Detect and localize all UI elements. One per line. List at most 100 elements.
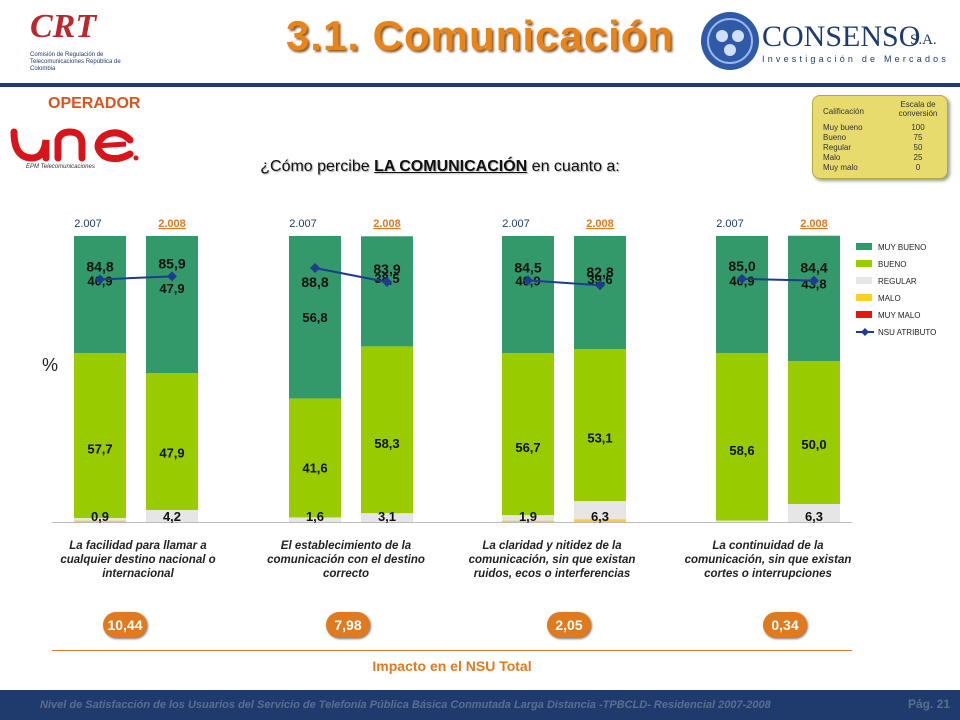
category-label: La continuidad de la comunicación, sin q… xyxy=(684,540,852,580)
data-label: 0,9 xyxy=(91,509,109,524)
bar-segment-regular xyxy=(788,503,840,522)
nsu-label: 84,8 xyxy=(86,258,113,274)
year-label: 2.008 xyxy=(373,218,401,230)
nsu-label: 88,8 xyxy=(301,274,328,290)
crt-logo-subtitle: Comisión de Regulación de Telecomunicaci… xyxy=(30,52,121,72)
y-axis-label: % xyxy=(42,355,59,375)
nsu-point xyxy=(595,280,605,291)
nsu-point xyxy=(310,263,320,274)
bar-segment-muy-bueno xyxy=(74,236,126,353)
bar-segment-muy-bueno xyxy=(502,236,554,353)
data-label: 47,9 xyxy=(159,281,184,296)
data-label: 47,9 xyxy=(159,445,184,460)
bar-segment-regular xyxy=(289,517,341,522)
nsu-point xyxy=(167,271,177,282)
question-heading: ¿Cómo percibe LA COMUNICACIÓN en cuanto … xyxy=(0,158,880,176)
category-label: La facilidad para llamar a cualquier des… xyxy=(60,540,216,580)
scale-row: Malo 25 xyxy=(823,153,923,162)
data-label: 57,7 xyxy=(87,442,112,457)
bar-segment-bueno xyxy=(146,372,198,510)
question-suffix: en cuanto a: xyxy=(527,158,620,175)
bar-segment-regular xyxy=(361,513,413,522)
data-label: 41,6 xyxy=(302,460,327,475)
data-label: 39,6 xyxy=(587,272,612,287)
nsu-line xyxy=(314,267,388,284)
legend-swatch xyxy=(856,294,872,301)
consenso-name: CONSENSO xyxy=(762,20,921,53)
bar-segment-bueno xyxy=(716,352,768,521)
category-label: El establecimiento de la comunicación co… xyxy=(267,540,425,580)
legend-label: BUENO xyxy=(878,260,906,269)
category-label: La claridad y nitidez de la comunicación… xyxy=(468,540,636,580)
question-highlight: LA COMUNICACIÓN xyxy=(374,158,528,175)
bar-segment-regular xyxy=(74,517,126,521)
header-divider xyxy=(0,83,960,87)
scale-header-escala: Escala de conversión xyxy=(898,100,938,118)
data-label: 6,3 xyxy=(591,509,609,524)
data-label: 3,1 xyxy=(378,509,396,524)
page-number: Pág. 21 xyxy=(908,697,951,711)
bar-segment-malo xyxy=(502,520,554,522)
bar-segment-bueno xyxy=(788,360,840,504)
impact-badge: 0,34 xyxy=(763,612,807,638)
nsu-label: 84,4 xyxy=(800,260,827,276)
year-label: 2.007 xyxy=(289,218,317,230)
nsu-label: 84,5 xyxy=(514,259,541,275)
data-label: 50,0 xyxy=(801,437,826,452)
year-label: 2.007 xyxy=(716,218,744,230)
data-label: 4,2 xyxy=(163,509,181,524)
bar-segment-regular xyxy=(716,520,768,522)
bar-segment-regular xyxy=(146,509,198,522)
bar-segment-malo xyxy=(74,520,126,522)
legend-swatch xyxy=(856,277,872,284)
legend-label: MUY BUENO xyxy=(878,243,926,252)
nsu-label: 82,8 xyxy=(586,264,613,280)
nsu-label: 83,9 xyxy=(373,261,400,277)
nsu-label: 85,0 xyxy=(728,258,755,274)
year-label: 2.008 xyxy=(586,218,614,230)
crt-logo-text: CRT xyxy=(30,8,97,45)
consenso-subtitle: Investigación de Mercados xyxy=(762,54,950,64)
footer-text: Nivel de Satisfacción de los Usuarios de… xyxy=(40,699,771,711)
impact-divider xyxy=(52,650,852,651)
legend-label: NSU ATRIBUTO xyxy=(878,328,936,337)
nsu-point xyxy=(382,277,392,288)
nsu-line xyxy=(99,275,173,281)
bar-segment-bueno xyxy=(361,346,413,514)
data-label: 58,3 xyxy=(374,436,399,451)
bar-segment-bueno xyxy=(289,398,341,518)
footer-bar xyxy=(0,690,960,720)
une-logo-mark xyxy=(10,128,139,163)
data-label: 56,7 xyxy=(515,440,540,455)
nsu-point xyxy=(737,273,747,284)
nsu-point xyxy=(809,275,819,286)
bar-segment-muy-bueno xyxy=(716,236,768,353)
nsu-line xyxy=(741,277,815,282)
impact-badge: 10,44 xyxy=(103,612,147,638)
scale-row: Muy malo 0 xyxy=(823,163,921,172)
legend-label: MUY MALO xyxy=(878,311,921,320)
year-label: 2.008 xyxy=(800,218,828,230)
data-label: 1,9 xyxy=(519,509,537,524)
scale-header-calificacion: Calificación xyxy=(823,107,864,116)
data-label: 6,3 xyxy=(805,509,823,524)
impact-label: Impacto en el NSU Total xyxy=(372,658,532,674)
consenso-sa: S.A. xyxy=(910,32,937,48)
data-label: 58,6 xyxy=(729,443,754,458)
data-label: 56,8 xyxy=(302,310,327,325)
legend-label: MALO xyxy=(878,294,901,303)
crt-logo: CRT Comisión de Regulación de Telecomuni… xyxy=(30,8,121,80)
bar-segment-regular xyxy=(574,501,626,520)
bar-segment-bueno xyxy=(502,352,554,516)
legend-swatch xyxy=(856,243,872,250)
data-label: 1,6 xyxy=(306,509,324,524)
bar-segment-regular xyxy=(502,515,554,521)
operador-label: OPERADOR xyxy=(48,95,141,112)
nsu-label: 85,9 xyxy=(158,255,185,271)
year-label: 2.007 xyxy=(74,218,102,230)
bar-segment-bueno xyxy=(74,352,126,518)
stacked-bar-chart: 40,957,70,92.00747,947,94,22.00884,885,9… xyxy=(52,218,936,524)
nsu-line xyxy=(527,279,601,287)
bar-segment-bueno xyxy=(574,349,626,502)
year-label: 2.008 xyxy=(158,218,186,230)
